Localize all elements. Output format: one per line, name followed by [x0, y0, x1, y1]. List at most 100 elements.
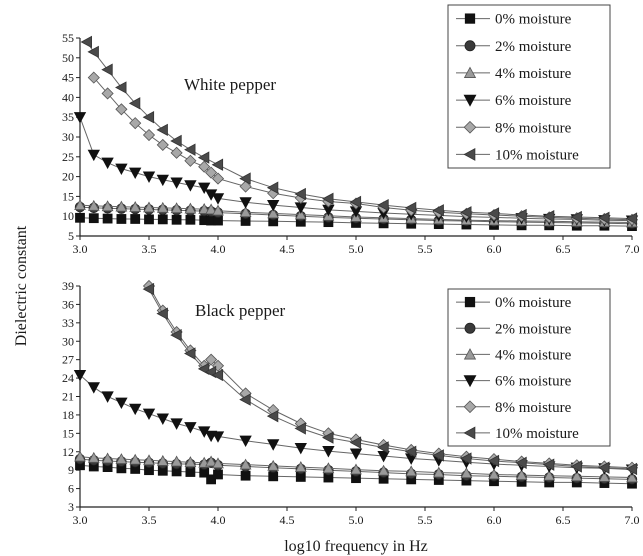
legend-marker	[463, 375, 477, 388]
data-point	[294, 442, 307, 455]
data-point	[432, 204, 444, 217]
data-point	[115, 200, 128, 212]
legend-label: 10% moisture	[495, 426, 579, 442]
data-point	[142, 171, 156, 183]
legend-label: 10% moisture	[495, 147, 579, 163]
x-tick-label: 4.0	[211, 242, 226, 256]
legend-item: 10% moisture	[456, 426, 579, 442]
y-tick-label: 21	[62, 390, 74, 404]
x-tick-label: 5.5	[418, 513, 433, 527]
legend-label: 6% moisture	[495, 374, 572, 390]
data-point	[73, 369, 87, 382]
data-point	[322, 431, 334, 444]
data-point	[101, 87, 114, 100]
x-tick-label: 5.0	[349, 242, 364, 256]
data-point	[184, 347, 196, 360]
data-point	[239, 172, 251, 185]
data-point	[184, 154, 197, 167]
data-point	[349, 436, 362, 449]
y-tick-label: 39	[62, 279, 74, 293]
x-tick-label: 5.5	[418, 242, 433, 256]
x-tick-label: 3.0	[73, 242, 88, 256]
data-point	[205, 455, 217, 467]
data-point	[267, 200, 280, 212]
data-point	[184, 422, 197, 434]
panel-title: Black pepper	[195, 301, 285, 320]
y-tick-label: 3	[68, 500, 74, 514]
legend-label: 4% moisture	[495, 66, 572, 82]
series-square	[75, 460, 637, 489]
y-tick-label: 20	[62, 170, 74, 184]
data-point	[515, 469, 528, 480]
legend: 0% moisture 2% moisture 4% moisture 6% mois…	[447, 4, 611, 169]
data-point	[432, 449, 444, 462]
data-point	[142, 128, 156, 142]
legend-item: 6% moisture	[456, 93, 572, 109]
data-point	[198, 160, 211, 173]
x-tick-label: 4.0	[211, 513, 226, 527]
x-axis-title: log10 frequency in Hz	[284, 538, 428, 555]
data-point	[349, 448, 363, 460]
data-point	[487, 207, 500, 220]
data-point	[156, 454, 169, 466]
data-point	[170, 146, 183, 159]
data-point	[115, 81, 127, 94]
data-point	[74, 199, 86, 210]
data-point	[115, 103, 128, 116]
data-point	[87, 149, 100, 162]
data-point	[115, 397, 128, 409]
data-point	[87, 199, 100, 211]
y-tick-label: 24	[62, 371, 74, 385]
data-point	[239, 435, 252, 448]
data-point	[170, 202, 183, 214]
y-tick-label: 30	[62, 334, 74, 348]
y-tick-label: 15	[62, 189, 74, 203]
data-point	[377, 198, 389, 212]
data-point	[294, 461, 307, 472]
legend-marker	[464, 322, 476, 334]
data-point	[377, 464, 390, 476]
data-point	[184, 202, 197, 214]
data-point	[239, 180, 252, 193]
data-point	[144, 214, 154, 225]
data-point	[88, 213, 99, 224]
legend-marker	[463, 94, 477, 107]
data-point	[211, 172, 225, 185]
data-point	[404, 445, 417, 458]
data-point	[156, 413, 169, 425]
data-point	[102, 213, 113, 224]
y-tick-label: 25	[62, 150, 74, 164]
data-point	[129, 453, 142, 465]
data-point	[87, 45, 99, 59]
series-line	[148, 285, 633, 469]
data-point	[350, 463, 362, 475]
legend-label: 8% moisture	[495, 120, 572, 136]
y-tick-label: 12	[62, 445, 74, 459]
legend-item: 0% moisture	[456, 295, 572, 311]
data-point	[294, 187, 306, 201]
data-point	[87, 71, 100, 84]
y-tick-label: 55	[62, 31, 74, 45]
data-point	[198, 182, 211, 195]
y-tick-label: 9	[68, 463, 74, 477]
data-point	[129, 201, 142, 212]
legend-item: 0% moisture	[456, 12, 572, 28]
data-point	[294, 422, 306, 435]
data-point	[515, 208, 527, 222]
y-tick-label: 35	[62, 110, 74, 124]
data-point	[212, 204, 224, 216]
data-point	[488, 468, 500, 480]
data-point	[239, 458, 252, 470]
x-tick-label: 5.0	[349, 513, 364, 527]
data-point	[212, 457, 224, 469]
data-point	[130, 214, 141, 224]
legend-item: 4% moisture	[456, 347, 572, 363]
data-point	[211, 158, 224, 171]
data-point	[542, 210, 555, 223]
data-point	[267, 459, 280, 471]
y-tick-label: 18	[62, 408, 74, 422]
data-point	[239, 206, 252, 218]
data-point	[115, 453, 128, 464]
data-point	[460, 206, 472, 219]
data-point	[211, 368, 224, 382]
